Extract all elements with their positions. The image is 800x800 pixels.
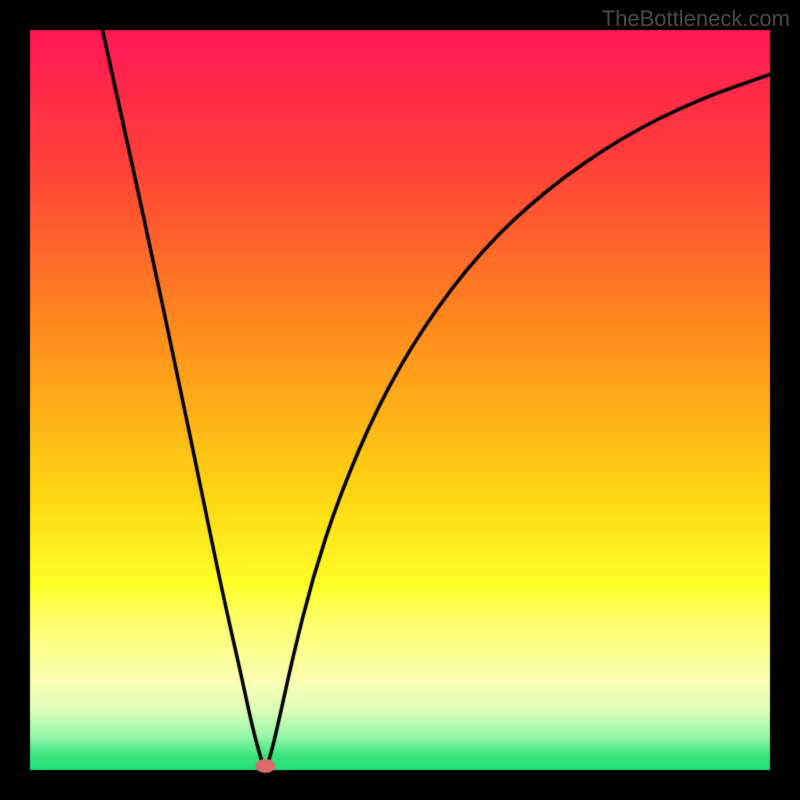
bottleneck-chart: TheBottleneck.com [0,0,800,800]
chart-watermark: TheBottleneck.com [602,6,790,32]
chart-canvas [0,0,800,800]
